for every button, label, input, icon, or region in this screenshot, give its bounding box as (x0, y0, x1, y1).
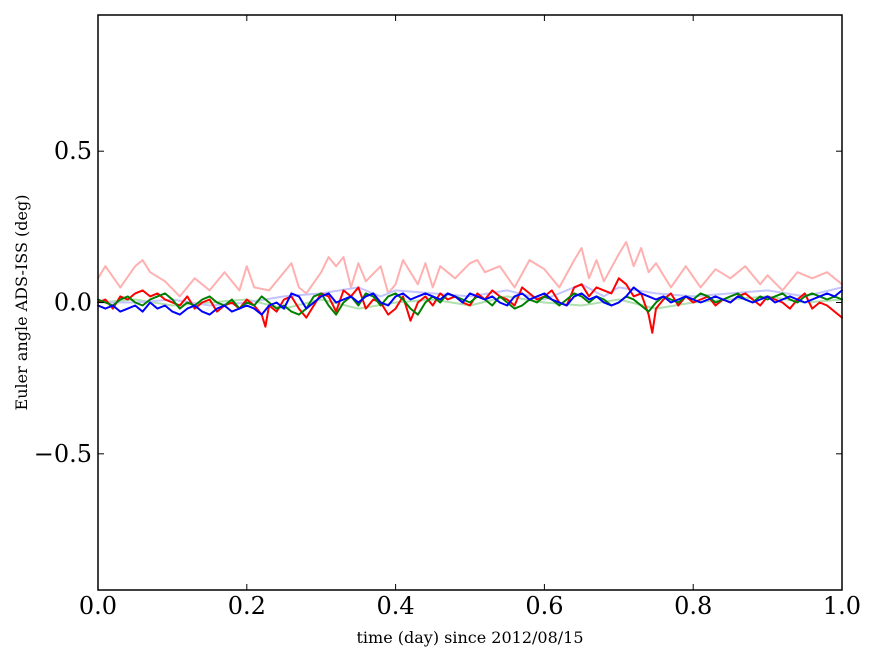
x-tick-label: 0.0 (79, 592, 117, 620)
y-tick-label: 0.0 (54, 289, 92, 317)
x-tick-label: 0.6 (525, 592, 563, 620)
x-tick-label: 0.2 (228, 592, 266, 620)
x-tick-label: 0.8 (674, 592, 712, 620)
plot-frame (97, 14, 843, 591)
y-tick-label: −0.5 (34, 440, 92, 468)
y-axis-label: Euler angle ADS-ISS (deg) (12, 195, 31, 411)
x-tick-label: 1.0 (823, 592, 861, 620)
y-tick-label: 0.5 (54, 137, 92, 165)
series-line-roll-faint (97, 241, 843, 298)
x-axis-label: time (day) since 2012/08/15 (356, 628, 583, 647)
series-layer (97, 241, 843, 334)
x-tick-label: 0.4 (377, 592, 415, 620)
series-line-yaw (97, 286, 843, 316)
series-line-pitch (97, 292, 843, 316)
ticks-layer: 0.0 0.2 0.4 0.6 0.8 1.0 0.5 0.0 −0.5 (34, 15, 861, 620)
